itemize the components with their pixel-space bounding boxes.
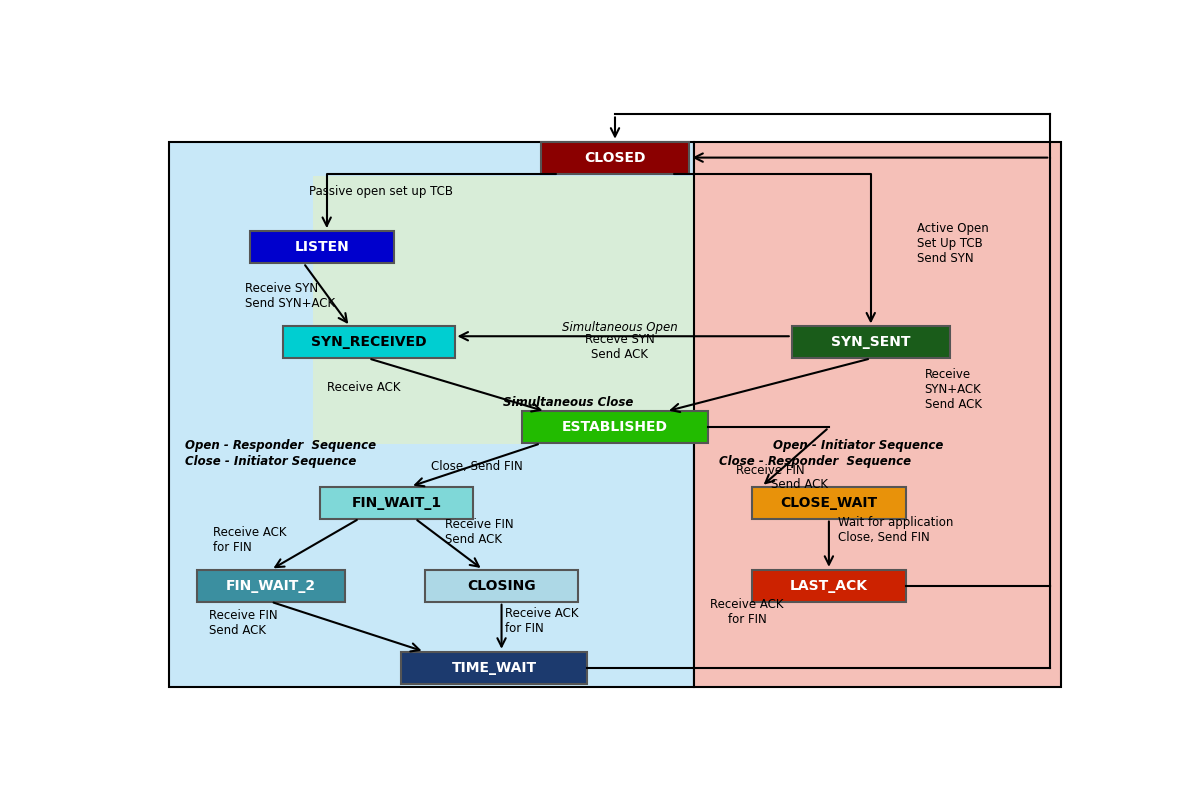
Text: Wait for application
Close, Send FIN: Wait for application Close, Send FIN <box>839 516 954 544</box>
Text: SYN_RECEIVED: SYN_RECEIVED <box>311 335 426 350</box>
Text: Receive ACK: Receive ACK <box>326 381 401 394</box>
FancyBboxPatch shape <box>752 486 906 518</box>
Text: CLOSE_WAIT: CLOSE_WAIT <box>780 495 877 510</box>
FancyBboxPatch shape <box>425 570 578 602</box>
Text: FIN_WAIT_2: FIN_WAIT_2 <box>226 578 316 593</box>
Text: LISTEN: LISTEN <box>295 240 349 254</box>
Text: Open - Responder  Sequence: Open - Responder Sequence <box>185 439 377 452</box>
FancyBboxPatch shape <box>540 142 689 174</box>
Text: Close, Send FIN: Close, Send FIN <box>431 460 523 474</box>
Text: Passive open set up TCB: Passive open set up TCB <box>308 185 452 198</box>
Text: Receive FIN
Send ACK: Receive FIN Send ACK <box>445 518 514 546</box>
Text: Receive FIN
Send ACK: Receive FIN Send ACK <box>209 609 277 637</box>
Text: Simultaneous Open: Simultaneous Open <box>562 321 678 334</box>
FancyBboxPatch shape <box>319 486 473 518</box>
FancyBboxPatch shape <box>313 176 876 444</box>
Text: CLOSING: CLOSING <box>467 578 536 593</box>
Text: SYN_SENT: SYN_SENT <box>830 335 911 350</box>
Text: LAST_ACK: LAST_ACK <box>790 578 868 593</box>
Text: ESTABLISHED: ESTABLISHED <box>562 421 668 434</box>
Text: Receive ACK
for FIN: Receive ACK for FIN <box>710 598 784 626</box>
FancyBboxPatch shape <box>752 570 906 602</box>
Text: CLOSED: CLOSED <box>584 150 646 165</box>
Text: Close - Initiator Sequence: Close - Initiator Sequence <box>185 455 356 469</box>
Text: TIME_WAIT: TIME_WAIT <box>451 661 536 674</box>
Text: Simultaneous Close: Simultaneous Close <box>503 396 634 410</box>
Text: Send ACK: Send ACK <box>772 478 828 490</box>
FancyBboxPatch shape <box>197 570 346 602</box>
Text: FIN_WAIT_1: FIN_WAIT_1 <box>352 495 442 510</box>
FancyBboxPatch shape <box>522 411 708 443</box>
Text: Open - Initiator Sequence: Open - Initiator Sequence <box>773 439 943 452</box>
Text: Receive
SYN+ACK
Send ACK: Receive SYN+ACK Send ACK <box>925 368 982 411</box>
FancyBboxPatch shape <box>168 142 694 687</box>
Text: Active Open
Set Up TCB
Send SYN: Active Open Set Up TCB Send SYN <box>917 222 989 266</box>
Text: Receive FIN: Receive FIN <box>736 464 804 477</box>
FancyBboxPatch shape <box>401 652 587 684</box>
FancyBboxPatch shape <box>792 326 950 358</box>
Text: Close - Responder  Sequence: Close - Responder Sequence <box>719 455 911 469</box>
FancyBboxPatch shape <box>282 326 455 358</box>
Text: Receive ACK
for FIN: Receive ACK for FIN <box>505 607 578 635</box>
FancyBboxPatch shape <box>250 231 394 263</box>
Text: Receive SYN
Send SYN+ACK: Receive SYN Send SYN+ACK <box>245 282 335 310</box>
FancyBboxPatch shape <box>694 142 1062 687</box>
Text: Receive ACK
for FIN: Receive ACK for FIN <box>214 526 287 554</box>
Text: Receve SYN
Send ACK: Receve SYN Send ACK <box>584 334 654 362</box>
